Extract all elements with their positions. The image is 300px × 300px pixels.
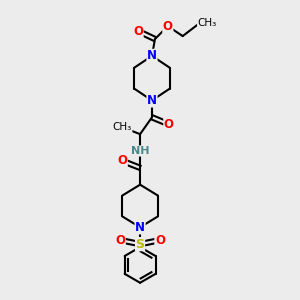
Text: O: O	[117, 154, 127, 167]
Text: S: S	[136, 238, 145, 250]
Text: CH₃: CH₃	[112, 122, 132, 132]
Text: CH₃: CH₃	[198, 18, 217, 28]
Text: O: O	[164, 118, 174, 131]
Text: O: O	[115, 234, 125, 247]
Text: O: O	[133, 25, 143, 38]
Text: N: N	[147, 94, 157, 107]
Text: O: O	[163, 20, 173, 33]
Text: NH: NH	[131, 146, 149, 156]
Text: O: O	[155, 234, 165, 247]
Text: N: N	[135, 221, 145, 234]
Text: N: N	[147, 50, 157, 62]
